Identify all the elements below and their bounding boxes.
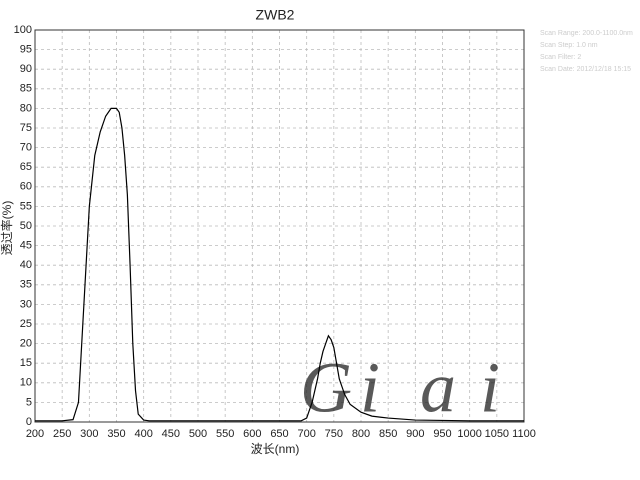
data-line <box>35 107 524 422</box>
y-tick-label: 0 <box>26 416 32 428</box>
x-tick-label: 1050 <box>485 428 509 440</box>
x-tick-label: 1000 <box>457 428 481 440</box>
watermark-letter: i <box>360 348 380 428</box>
y-tick-label: 80 <box>20 102 32 114</box>
y-tick-label: 25 <box>20 318 32 330</box>
y-tick-label: 5 <box>26 396 32 408</box>
y-tick-label: 55 <box>20 200 32 212</box>
y-tick-label: 10 <box>20 377 32 389</box>
x-tick-label: 1100 <box>512 428 536 440</box>
x-tick-label: 200 <box>26 428 44 440</box>
y-tick-label: 100 <box>14 24 32 36</box>
x-tick-label: 350 <box>107 428 125 440</box>
x-tick-label: 950 <box>433 428 451 440</box>
chart-title: ZWB2 <box>256 7 295 23</box>
y-tick-label: 40 <box>20 259 32 271</box>
y-tick-label: 30 <box>20 298 32 310</box>
scan-note: Scan Filter: 2 <box>540 54 581 61</box>
x-tick-label: 900 <box>406 428 424 440</box>
y-tick-label: 50 <box>20 220 32 232</box>
x-tick-label: 700 <box>297 428 315 440</box>
x-tick-label: 450 <box>162 428 180 440</box>
watermark-letter: G <box>300 348 352 428</box>
x-tick-label: 550 <box>216 428 234 440</box>
x-axis-label: 波长(nm) <box>251 442 300 456</box>
x-tick-label: 800 <box>352 428 370 440</box>
scan-note: Scan Range: 200.0-1100.0nm <box>540 30 633 37</box>
watermark-letter: i <box>480 348 500 428</box>
y-tick-label: 90 <box>20 63 32 75</box>
x-tick-label: 300 <box>80 428 98 440</box>
x-tick-label: 400 <box>134 428 152 440</box>
scan-note: Scan Date: 2012/12/18 15:15 <box>540 66 631 73</box>
scan-note: Scan Step: 1.0 nm <box>540 42 598 49</box>
y-tick-label: 35 <box>20 279 32 291</box>
watermark-letter: a <box>420 348 456 428</box>
y-tick-label: 60 <box>20 181 32 193</box>
y-tick-label: 65 <box>20 161 32 173</box>
x-tick-label: 500 <box>189 428 207 440</box>
y-tick-label: 70 <box>20 142 32 154</box>
x-tick-label: 600 <box>243 428 261 440</box>
plot-frame <box>34 29 525 423</box>
x-tick-label: 650 <box>270 428 288 440</box>
y-tick-label: 85 <box>20 83 32 95</box>
x-tick-label: 850 <box>379 428 397 440</box>
y-tick-label: 20 <box>20 338 32 350</box>
y-tick-label: 95 <box>20 44 32 56</box>
y-tick-label: 15 <box>20 357 32 369</box>
y-axis-label: 透过率(%) <box>0 201 14 256</box>
y-tick-label: 75 <box>20 122 32 134</box>
y-tick-label: 45 <box>20 240 32 252</box>
x-tick-label: 750 <box>325 428 343 440</box>
x-tick-label: 250 <box>53 428 71 440</box>
